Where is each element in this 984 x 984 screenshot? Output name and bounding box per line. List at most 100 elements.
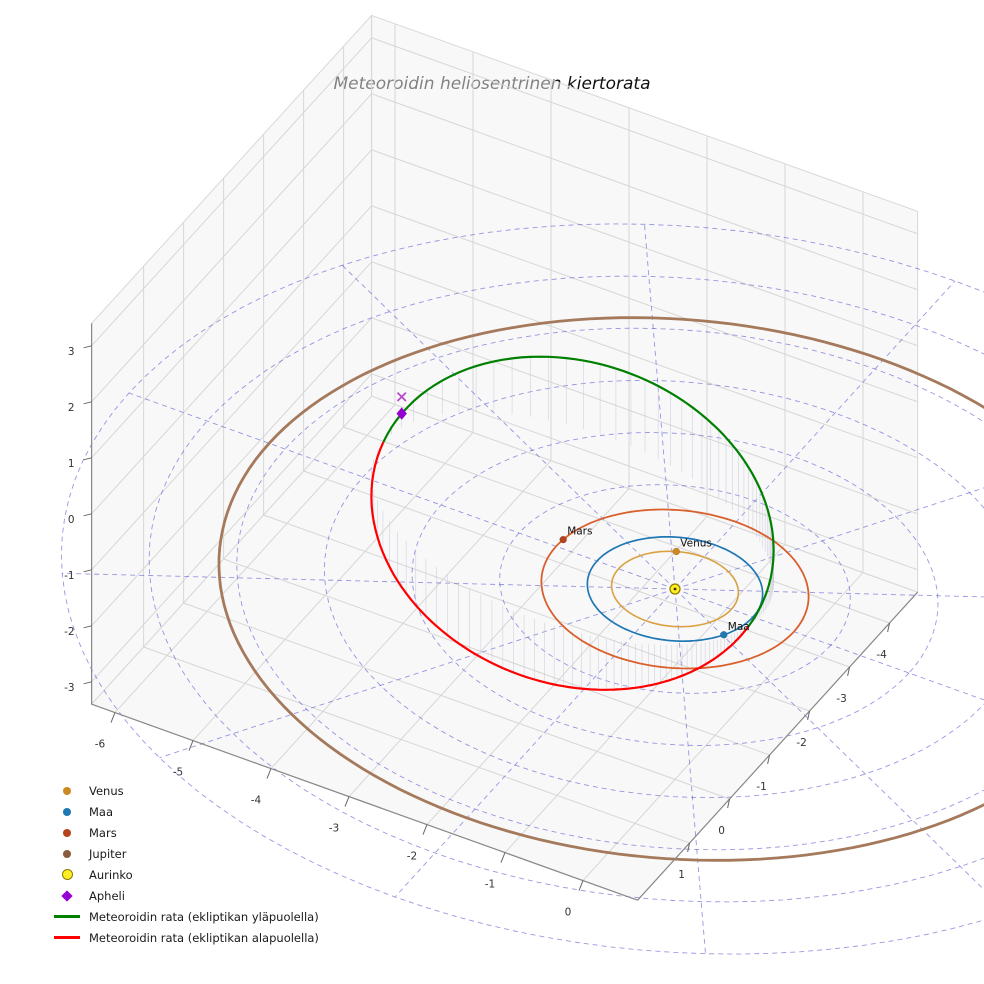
legend-dot-marker (52, 807, 82, 816)
ecliptic-spoke (674, 280, 956, 590)
x-tick-mark (188, 740, 194, 751)
legend-item-5: Apheli (52, 887, 319, 904)
maa-marker (720, 631, 728, 639)
axis-panes (90, 14, 919, 901)
z-tick-mark (83, 569, 92, 573)
legend-dot-marker (52, 849, 82, 858)
x-tick-mark (110, 712, 116, 723)
legend-dot-large-marker (52, 869, 82, 880)
legend-marker-shape (63, 849, 71, 858)
ecliptic-spoke (62, 572, 676, 590)
legend-item-6: Meteoroidin rata (ekliptikan yläpuolella… (52, 908, 319, 925)
ecliptic-spoke (159, 588, 676, 759)
x-tick-mark (344, 796, 350, 807)
meteoroid-orbit-above (382, 355, 775, 627)
tick-label: -3 (329, 823, 339, 835)
planet-orbits (217, 316, 984, 862)
mars-marker (559, 535, 567, 544)
legend-line-marker (52, 915, 82, 918)
legend-diamond-marker (52, 889, 82, 902)
z-tick-mark (83, 625, 92, 629)
tick-label: 0 (68, 514, 75, 526)
ecliptic-spoke (674, 588, 984, 701)
legend-dot-marker (52, 828, 82, 837)
ecliptic-spoke (674, 588, 706, 954)
legend-marker-shape (54, 936, 80, 939)
ecliptic-circle (148, 275, 984, 903)
tick-label: 1 (68, 458, 75, 470)
legend-dot-marker (52, 786, 82, 795)
tick-label: -4 (876, 649, 887, 661)
z-tick-mark (83, 513, 92, 517)
x-tick-mark (266, 768, 272, 779)
legend-item-7: Meteoroidin rata (ekliptikan alapuolella… (52, 929, 319, 946)
ecliptic-grid (60, 223, 984, 955)
legend-item-3: Jupiter (52, 845, 319, 862)
y-axis-spine (637, 591, 919, 901)
legend-item-4: Aurinko (52, 866, 319, 883)
markers: Venus Maa Mars (396, 391, 750, 639)
y-tick-mark (847, 666, 851, 677)
legend-label: Meteoroidin rata (ekliptikan alapuolella… (89, 930, 319, 945)
legend-marker-shape (63, 828, 71, 837)
legend-marker-shape (54, 915, 80, 918)
tick-label: 2 (68, 402, 75, 414)
x-tick-mark (500, 852, 506, 863)
z-tick-mark (83, 457, 92, 461)
legend-item-1: Maa (52, 803, 319, 820)
legend-marker-shape (63, 786, 71, 795)
meteoroid-orbit-below (370, 441, 750, 691)
tick-label: -4 (251, 795, 262, 807)
legend-label: Mars (89, 825, 117, 840)
ecliptic-spoke (644, 224, 676, 590)
legend-marker-shape (63, 807, 71, 816)
legend-marker-shape (61, 869, 73, 880)
tick-label: -2 (64, 626, 74, 638)
y-tick-mark (887, 622, 891, 633)
z-tick-mark (83, 401, 92, 405)
ecliptic-spoke (674, 588, 984, 598)
y-tick-mark (687, 842, 691, 853)
legend-label: Jupiter (89, 846, 127, 861)
mars-orbit (540, 508, 810, 670)
x-tick-mark (578, 880, 584, 891)
legend-label: Venus (89, 783, 124, 798)
tick-label: 3 (68, 346, 75, 358)
venus-orbit (610, 550, 740, 628)
z-tick-mark (83, 681, 92, 685)
maa-label: Maa (728, 621, 750, 633)
maa-orbit (586, 535, 764, 643)
mars-label: Mars (567, 526, 592, 538)
legend-label: Apheli (89, 888, 125, 903)
y-tick-mark (767, 754, 771, 765)
legend-marker-shape (61, 889, 73, 902)
tick-label: -6 (95, 739, 106, 751)
x-axis-spine (91, 703, 638, 901)
legend-label: Maa (89, 804, 114, 819)
legend-item-0: Venus (52, 782, 319, 799)
tick-label: -1 (485, 879, 495, 891)
tick-label: 1 (678, 869, 685, 881)
venus-marker (672, 547, 681, 556)
sun-core-dot (673, 587, 677, 591)
tick-label: 0 (565, 907, 572, 919)
tick-label: 0 (718, 825, 725, 837)
jupiter-orbit (217, 316, 984, 862)
legend-label: Meteoroidin rata (ekliptikan yläpuolella… (89, 909, 319, 924)
z-tick-mark (83, 345, 92, 349)
ecliptic-spoke (394, 588, 676, 898)
tick-label: -1 (756, 781, 766, 793)
axes: -6 -5 -4 -3 -2 -1 0 -4 -3 -2 -1 0 1 3 2 1 0 -1 -2 -3 (64, 323, 919, 919)
ecliptic-spoke (128, 392, 676, 590)
tick-label: -2 (796, 737, 806, 749)
legend-line-marker (52, 936, 82, 939)
tick-label: -5 (173, 767, 183, 779)
tick-label: -3 (836, 693, 846, 705)
legend-label: Aurinko (89, 867, 133, 882)
aphelion-marker (396, 407, 407, 420)
venus-label: Venus (680, 538, 712, 550)
tick-label: -2 (407, 851, 417, 863)
tick-label: -1 (64, 570, 74, 582)
